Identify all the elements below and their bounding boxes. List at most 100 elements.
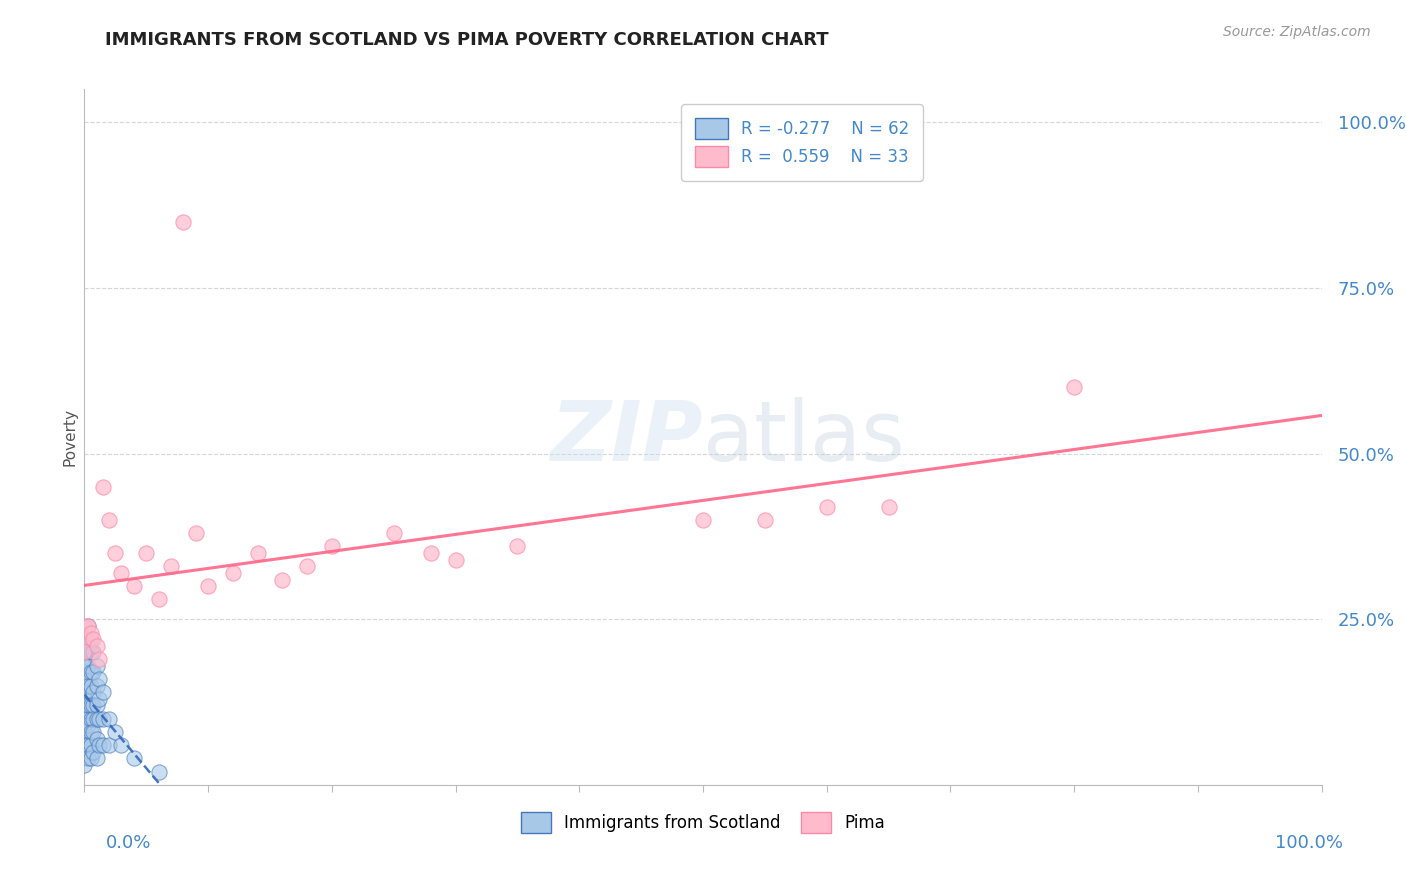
Point (82, 632, 104, 647)
Text: atlas: atlas (703, 397, 904, 477)
Point (815, 500, 838, 514)
Point (73, 745, 96, 759)
Point (73, 725, 96, 739)
Point (692, 513, 714, 527)
Point (184, 526, 207, 541)
Point (86, 751, 108, 765)
Point (73, 712, 96, 726)
Point (79, 738, 101, 752)
Point (86, 679, 108, 693)
Point (506, 540, 529, 554)
Point (73, 691, 96, 706)
Point (160, 559, 183, 574)
Point (89, 738, 111, 752)
Point (321, 540, 343, 554)
Point (754, 513, 776, 527)
Point (89, 691, 111, 706)
Point (122, 751, 145, 765)
Text: 100.0%: 100.0% (1275, 834, 1343, 852)
Point (382, 526, 405, 541)
Point (82, 725, 104, 739)
Point (110, 738, 132, 752)
Point (77, 619, 100, 633)
Point (197, 579, 219, 593)
Point (271, 573, 294, 587)
Text: ZIP: ZIP (550, 397, 703, 477)
Point (246, 546, 269, 560)
Point (73, 705, 96, 719)
Point (86, 698, 108, 713)
Point (79, 712, 101, 726)
Point (79, 645, 101, 659)
Point (73, 758, 96, 772)
Point (89, 712, 111, 726)
Point (73, 632, 96, 647)
Point (73, 639, 96, 653)
Point (73, 718, 96, 732)
Point (91, 712, 114, 726)
Text: 0.0%: 0.0% (105, 834, 150, 852)
Point (73, 645, 96, 659)
Point (79, 632, 101, 647)
Point (82, 665, 104, 680)
Point (77, 619, 100, 633)
Point (79, 625, 101, 640)
Point (444, 552, 467, 566)
Point (110, 566, 132, 580)
Y-axis label: Poverty: Poverty (62, 408, 77, 467)
Point (86, 712, 108, 726)
Point (89, 652, 111, 666)
Point (79, 698, 101, 713)
Point (135, 546, 157, 560)
Point (91, 480, 114, 494)
Point (77, 679, 100, 693)
Point (73, 632, 96, 647)
Point (104, 725, 127, 739)
Point (172, 215, 194, 229)
Point (77, 738, 100, 752)
Point (73, 652, 96, 666)
Point (86, 639, 108, 653)
Point (73, 645, 96, 659)
Point (98, 513, 121, 527)
Point (877, 500, 900, 514)
Point (98, 712, 121, 726)
Legend: Immigrants from Scotland, Pima: Immigrants from Scotland, Pima (515, 805, 891, 839)
Point (79, 751, 101, 765)
Point (89, 672, 111, 686)
Point (98, 738, 121, 752)
Point (91, 738, 114, 752)
Point (82, 685, 104, 699)
Point (73, 625, 96, 640)
Point (73, 698, 96, 713)
Point (77, 718, 100, 732)
Point (86, 731, 108, 746)
Point (79, 725, 101, 739)
Point (86, 658, 108, 673)
Point (73, 619, 96, 633)
Point (91, 685, 114, 699)
Point (148, 592, 170, 607)
Point (77, 658, 100, 673)
Point (82, 745, 104, 759)
Point (79, 679, 101, 693)
Point (295, 559, 318, 574)
Point (73, 738, 96, 752)
Text: Source: ZipAtlas.com: Source: ZipAtlas.com (1223, 25, 1371, 39)
Point (79, 665, 101, 680)
Point (148, 764, 170, 779)
Point (104, 546, 127, 560)
Point (82, 698, 104, 713)
Point (77, 698, 100, 713)
Point (73, 679, 96, 693)
Point (82, 712, 104, 726)
Point (1063, 380, 1085, 394)
Point (419, 546, 441, 560)
Point (73, 731, 96, 746)
Text: IMMIGRANTS FROM SCOTLAND VS PIMA POVERTY CORRELATION CHART: IMMIGRANTS FROM SCOTLAND VS PIMA POVERTY… (105, 31, 830, 49)
Point (73, 672, 96, 686)
Point (73, 685, 96, 699)
Point (77, 639, 100, 653)
Point (77, 751, 100, 765)
Point (73, 658, 96, 673)
